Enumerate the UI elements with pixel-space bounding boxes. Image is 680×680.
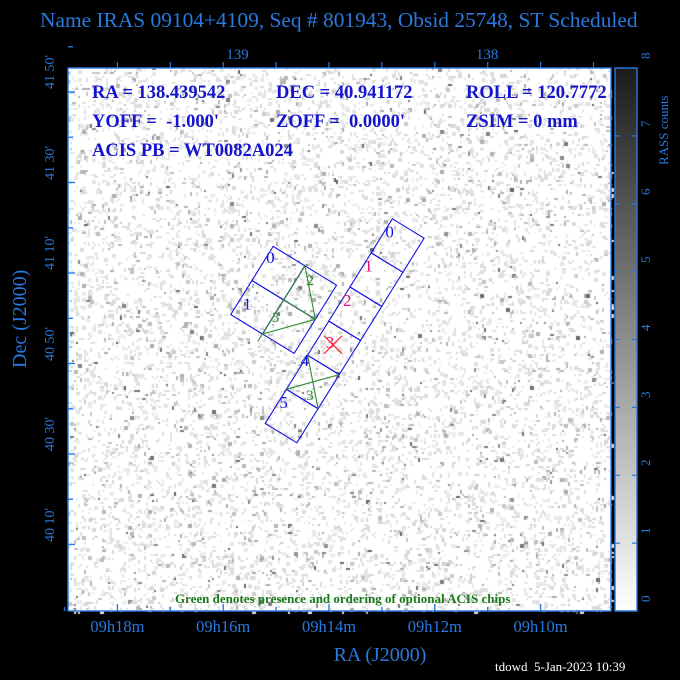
- svg-text:3: 3: [272, 310, 280, 326]
- svg-text:0: 0: [266, 248, 275, 267]
- svg-text:3: 3: [306, 388, 314, 404]
- svg-text:2: 2: [307, 273, 315, 289]
- svg-text:1: 1: [364, 257, 373, 276]
- svg-text:1: 1: [243, 294, 252, 313]
- svg-text:5: 5: [279, 393, 288, 412]
- svg-text:2: 2: [343, 291, 352, 310]
- svg-text:0: 0: [385, 223, 394, 242]
- svg-text:4: 4: [301, 351, 310, 370]
